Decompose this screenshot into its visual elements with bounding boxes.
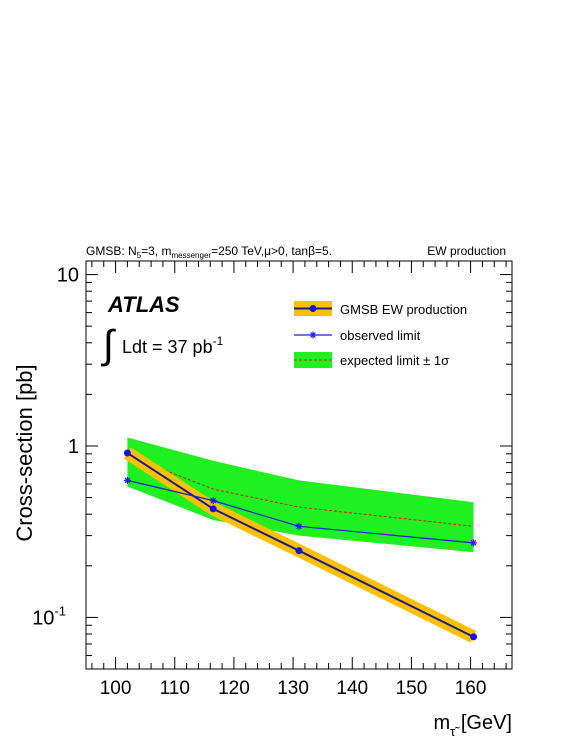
legend-expected-label: expected limit ± 1σ	[340, 353, 449, 368]
plot-frame	[85, 260, 513, 670]
y-tick-label: 10-1	[32, 603, 66, 629]
legend-production-marker	[309, 305, 317, 312]
x-tick-label: 150	[396, 678, 428, 699]
y-tick-label: 10	[57, 265, 79, 287]
expected-limit-band	[127, 437, 474, 553]
atlas-label: ATLAS	[107, 292, 180, 317]
legend-expected-band-swatch	[294, 352, 332, 368]
x-tick-label: 160	[455, 678, 487, 699]
header-production-text: EW production	[427, 244, 506, 258]
production-point	[470, 633, 478, 641]
legend-entry-expected: expected limit ± 1σ	[294, 352, 449, 368]
header-model-text: GMSB: N5=3, mmessenger=250 TeV,μ>0, tanβ…	[86, 244, 332, 260]
series-layer	[123, 447, 478, 643]
x-tick-label: 130	[277, 678, 309, 699]
axis-ticks: 100 110 120 130 140 150 160 10 1 10-1	[32, 261, 512, 699]
lumi-label: Ldt = 37 pb-1	[122, 334, 224, 357]
x-tick-label: 100	[100, 678, 132, 699]
observed-limit-point	[295, 522, 303, 530]
observed-limit-point	[209, 497, 217, 505]
production-point	[123, 449, 131, 457]
legend: GMSB EW production observed limit expect…	[294, 301, 467, 368]
x-tick-label: 120	[218, 678, 250, 699]
production-point	[209, 505, 217, 513]
expected-limit-line	[127, 455, 474, 527]
x-tick-label: 140	[336, 678, 368, 699]
lumi-integral-sign: ∫	[101, 323, 117, 367]
y-tick-label: 1	[68, 436, 79, 458]
observed-limit-line	[127, 479, 474, 544]
x-tick-label: 110	[160, 678, 190, 699]
legend-observed-label: observed limit	[340, 328, 421, 343]
observed-limit-point	[470, 539, 478, 547]
legend-observed-marker	[309, 331, 317, 339]
expected-band-layer	[127, 437, 474, 553]
legend-entry-observed: observed limit	[294, 328, 421, 343]
x-axis-title: mτ̃ [GeV]	[433, 712, 512, 739]
y-axis-title: Cross-section [pb]	[12, 364, 37, 541]
legend-production-label: GMSB EW production	[340, 302, 467, 317]
observed-limit-point	[123, 476, 131, 484]
production-point	[295, 547, 303, 555]
production-line	[126, 452, 474, 638]
legend-entry-production: GMSB EW production	[294, 301, 467, 317]
